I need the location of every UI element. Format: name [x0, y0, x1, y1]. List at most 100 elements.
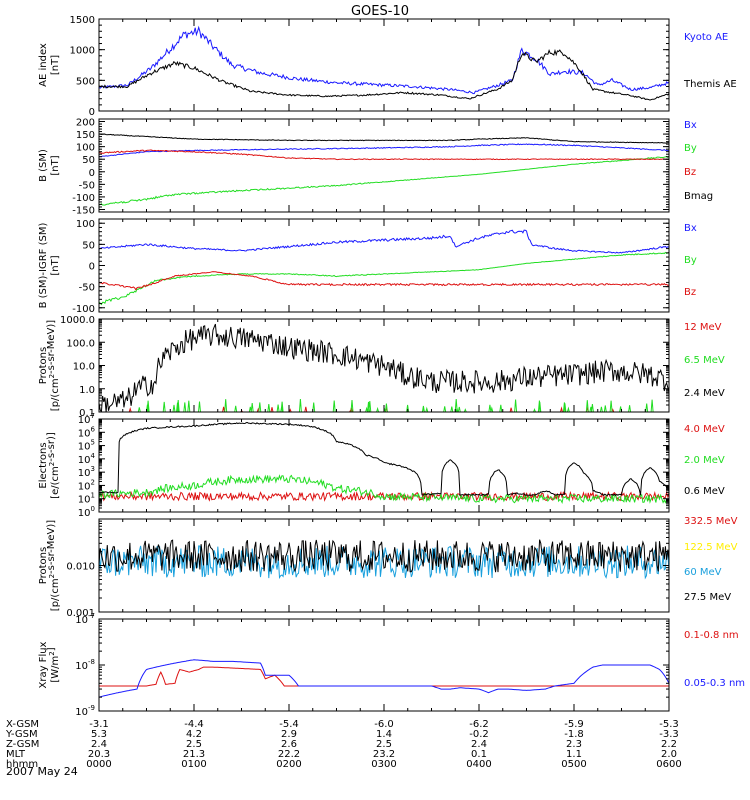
y-tick-label: 50 — [82, 155, 95, 166]
kyoto-ae-series-line — [99, 25, 669, 95]
coord-value: 1.1 — [566, 749, 582, 760]
y-tick-label: 0 — [89, 168, 95, 179]
coord-row-label: MLT — [6, 749, 26, 760]
y-axis-title: [nT] — [50, 55, 61, 75]
coord-row-label: Z-GSM — [6, 739, 39, 750]
panel-7: 10-9 10-8 10-7 Xray Flux [W/m2] 0.1-0.8 nm 0.0… — [38, 612, 745, 718]
coord-value: -5.3 — [659, 719, 679, 730]
y-axis-title: [p/(cm2-s-sr-MeV)] — [46, 320, 61, 411]
legend-0-6-mev: 0.6 MeV — [684, 486, 725, 497]
y-tick-label: 1000.0 — [60, 315, 95, 326]
coord-value: 2.0 — [661, 749, 677, 760]
panel-frame — [98, 218, 670, 313]
legend-by: By — [684, 255, 697, 266]
y-tick-label: 100 — [78, 505, 95, 519]
legend-12-mev: 12 MeV — [684, 322, 722, 333]
coord-value: 20.3 — [88, 749, 110, 760]
0-6-mev-series-line — [99, 421, 669, 497]
plot-title: GOES-10 — [351, 4, 409, 19]
panel-6: 0.001 0.010 Protons[p/(cm2-s-sr-MeV)] 332.5… — [38, 516, 738, 619]
coord-value: -3.1 — [89, 719, 109, 730]
coord-value: 2.3 — [566, 739, 582, 750]
coord-value: 2.5 — [186, 739, 202, 750]
2-4-mev-series-line — [99, 323, 669, 412]
panel-frame — [98, 618, 670, 712]
coord-value: 2.4 — [471, 739, 487, 750]
y-axis-title: [W/m2] — [46, 647, 61, 682]
panel-3: -100 -50 0 50 100 B (SM)-IGRF (SM) [nT] Bx By Bz — [38, 218, 697, 315]
panel-1: 0 500 1000 1500 AE index [nT] Kyoto AE Themis A… — [38, 15, 737, 118]
bx-series-line — [99, 143, 669, 158]
legend-bz: Bz — [684, 287, 696, 298]
legend-by: By — [684, 143, 697, 154]
coord-value: 2.9 — [281, 729, 297, 740]
legend-0-1-0-8-nm: 0.1-0.8 nm — [684, 630, 739, 641]
coord-value: -3.3 — [659, 729, 679, 740]
coord-row-label: X-GSM — [6, 719, 39, 730]
panel-frame — [98, 118, 670, 213]
legend-bx: Bx — [684, 223, 697, 234]
themis-ae-series-line — [99, 48, 669, 101]
coord-value: -6.2 — [469, 719, 489, 730]
0-1-0-8-nm-series-line — [99, 666, 669, 687]
coord-value: -0.2 — [469, 729, 489, 740]
y-tick-label: 107 — [78, 412, 95, 426]
y-tick-label: 100 — [76, 143, 95, 154]
coord-value: 0000 — [86, 759, 111, 770]
y-tick-label: 100.0 — [66, 338, 95, 349]
y-tick-label: -150 — [72, 205, 95, 216]
y-tick-label: 200 — [76, 118, 95, 129]
y-tick-label: 0.010 — [66, 562, 95, 573]
coord-value: 1.4 — [376, 729, 392, 740]
panel-4: 0.1 1.0 10.0 100.0 1000.0 Protons[p/(cm2-s-sr… — [38, 315, 725, 419]
legend-60-mev: 60 MeV — [684, 567, 722, 578]
y-tick-label: 0 — [89, 262, 95, 273]
y-tick-label: 106 — [78, 425, 96, 439]
coord-value: 0400 — [466, 759, 491, 770]
bz-series-line — [99, 271, 669, 291]
y-tick-label: 101 — [78, 492, 95, 506]
y-axis-title: [nT] — [50, 255, 61, 275]
legend-4-0-mev: 4.0 MeV — [684, 424, 725, 435]
y-tick-label: -100 — [72, 193, 95, 204]
y-tick-label: 1500 — [70, 15, 95, 26]
y-axis-title: [e/(cm2-s-sr)] — [46, 432, 61, 499]
y-tick-label: 10.0 — [73, 362, 95, 373]
y-tick-label: 10-9 — [75, 704, 95, 718]
y-axis-title: B (SM) — [38, 149, 49, 182]
coord-value: -1.8 — [564, 729, 584, 740]
y-tick-label: 104 — [78, 452, 96, 466]
coord-value: -4.4 — [184, 719, 204, 730]
coord-value: 2.4 — [91, 739, 107, 750]
60-mev-series-line — [99, 545, 669, 580]
y-tick-label: 100 — [76, 219, 95, 230]
6-5-mev-series-line — [137, 398, 654, 412]
y-tick-label: -50 — [79, 180, 95, 191]
date-label: 2007 May 24 — [6, 765, 78, 778]
bz-series-line — [99, 149, 669, 161]
coord-value: -6.0 — [374, 719, 394, 730]
y-axis-title: Xray Flux — [38, 641, 49, 688]
coord-value: 21.3 — [183, 749, 205, 760]
y-tick-label: -100 — [72, 304, 95, 315]
y-tick-label: 0 — [89, 107, 95, 118]
coord-row-label: hhmm — [6, 759, 38, 770]
y-tick-label: 105 — [78, 439, 95, 453]
coord-value: 22.2 — [278, 749, 300, 760]
y-tick-label: 1000 — [70, 46, 95, 57]
bx-series-line — [99, 229, 669, 254]
y-tick-label: 103 — [78, 465, 95, 479]
coord-value: 23.2 — [373, 749, 395, 760]
2-0-mev-series-line — [99, 474, 669, 504]
legend-kyoto-ae: Kyoto AE — [684, 32, 728, 43]
legend-122-5-mev: 122.5 MeV — [684, 542, 738, 553]
x-axis-labels: X-GSM -3.1 -4.4 -5.4 -6.0 -6.2 -5.9 -5.3 Y-GSM 5.… — [5, 719, 682, 770]
bmag-series-line — [99, 133, 669, 144]
y-tick-label: -50 — [79, 283, 95, 294]
y-tick-label: 0.001 — [66, 608, 95, 619]
y-tick-label: 500 — [76, 76, 95, 87]
legend-27-5-mev: 27.5 MeV — [684, 592, 731, 603]
